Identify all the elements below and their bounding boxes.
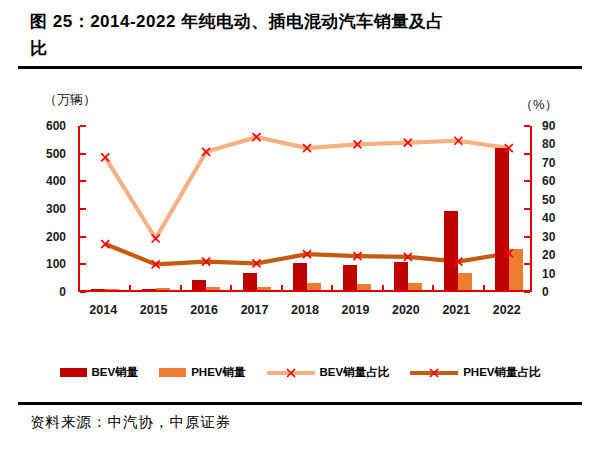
- figure-title-line2: 比: [30, 39, 48, 58]
- legend-swatch-BEV销量: [60, 368, 87, 377]
- x-marker-PHEV销量占比-2015: [152, 260, 160, 268]
- x-marker-PHEV销量占比-2017: [253, 259, 261, 267]
- right-axis-tick-label: 0: [542, 285, 576, 299]
- left-axis-tick-mark: [80, 236, 86, 238]
- left-axis-tick-mark: [80, 125, 86, 127]
- x-axis-tick-mark: [382, 285, 384, 290]
- x-marker-overlay: [80, 126, 534, 292]
- ev-sales-combo-chart: （万辆） （%） BEV销量PHEV销量BEV销量占比PHEV销量占比 6005…: [0, 85, 600, 385]
- left-axis-tick-label: 200: [0, 230, 66, 244]
- x-axis-tick-mark: [129, 285, 131, 290]
- left-axis-tick-mark: [80, 291, 86, 293]
- right-axis-tick-mark: [524, 291, 530, 293]
- x-marker-PHEV销量占比-2018: [303, 250, 311, 258]
- x-marker-PHEV销量占比-2019: [353, 252, 361, 260]
- footer-divider: [18, 402, 582, 405]
- x-axis-label-2014: 2014: [77, 303, 129, 317]
- legend-line-swatch-PHEV销量占比: [410, 367, 458, 379]
- x-marker-BEV销量占比-2021: [454, 137, 462, 145]
- x-axis-label-2017: 2017: [229, 303, 281, 317]
- legend-label: PHEV销量: [191, 365, 245, 380]
- legend-label: PHEV销量占比: [463, 365, 540, 380]
- right-axis-tick-mark: [524, 263, 530, 265]
- source-note: 资料来源：中汽协，中原证券: [30, 413, 232, 432]
- right-axis-tick-label: 20: [542, 248, 576, 262]
- right-axis-tick-mark: [524, 153, 530, 155]
- right-axis-tick-mark: [524, 208, 530, 210]
- x-marker-BEV销量占比-2018: [303, 144, 311, 152]
- left-axis-tick-label: 500: [0, 147, 66, 161]
- legend-item-PHEV销量: PHEV销量: [159, 365, 245, 380]
- right-axis-tick-label: 60: [542, 174, 576, 188]
- right-axis-tick-mark: [524, 236, 530, 238]
- chart-legend: BEV销量 PHEV销量 BEV销量占比 PHEV销量占比: [0, 365, 600, 380]
- x-marker-PHEV销量占比-2021: [454, 258, 462, 266]
- plot-area: [78, 126, 532, 292]
- x-axis-tick-mark: [483, 285, 485, 290]
- right-axis-tick-mark: [524, 180, 530, 182]
- x-axis-label-2018: 2018: [279, 303, 331, 317]
- x-axis-tick-mark: [281, 285, 283, 290]
- right-axis-tick-mark: [524, 125, 530, 127]
- x-axis-tick-mark: [432, 285, 434, 290]
- x-axis-label-2022: 2022: [481, 303, 533, 317]
- legend-label: BEV销量占比: [320, 365, 390, 380]
- x-marker-PHEV销量占比-2014: [101, 240, 109, 248]
- x-marker-BEV销量占比-2020: [404, 139, 412, 147]
- left-axis-tick-mark: [80, 153, 86, 155]
- x-marker-BEV销量占比-2014: [101, 153, 109, 161]
- left-axis-tick-label: 300: [0, 202, 66, 216]
- title-underline: [18, 66, 582, 69]
- right-axis-unit-label: （%）: [520, 96, 558, 114]
- left-axis-tick-label: 0: [0, 285, 66, 299]
- left-axis-tick-mark: [80, 208, 86, 210]
- figure-title: 图 25：2014-2022 年纯电动、插电混动汽车销量及占 比: [30, 8, 575, 62]
- right-axis-tick-label: 70: [542, 156, 576, 170]
- right-axis-tick-label: 30: [542, 230, 576, 244]
- x-axis-label-2020: 2020: [380, 303, 432, 317]
- legend-label: BEV销量: [92, 365, 139, 380]
- legend-item-BEV销量: BEV销量: [60, 365, 139, 380]
- left-axis-tick-label: 600: [0, 119, 66, 133]
- legend-item-PHEV销量占比: PHEV销量占比: [410, 365, 540, 380]
- x-marker-BEV销量占比-2017: [253, 133, 261, 141]
- x-marker-PHEV销量占比-2022: [505, 249, 513, 257]
- x-axis-label-2016: 2016: [178, 303, 230, 317]
- x-marker-PHEV销量占比-2016: [202, 258, 210, 266]
- right-axis-tick-label: 10: [542, 267, 576, 281]
- x-marker-PHEV销量占比-2020: [404, 253, 412, 261]
- right-axis-tick-label: 40: [542, 211, 576, 225]
- left-axis-tick-mark: [80, 263, 86, 265]
- x-axis-tick-mark: [230, 285, 232, 290]
- left-axis-unit-label: （万辆）: [44, 91, 96, 109]
- x-marker-BEV销量占比-2022: [505, 144, 513, 152]
- left-axis-tick-label: 400: [0, 174, 66, 188]
- report-figure-page: 图 25：2014-2022 年纯电动、插电混动汽车销量及占 比 （万辆） （%…: [0, 0, 600, 451]
- x-marker-BEV销量占比-2015: [152, 235, 160, 243]
- legend-swatch-PHEV销量: [159, 368, 186, 377]
- right-axis-tick-label: 90: [542, 119, 576, 133]
- right-axis-tick-label: 50: [542, 193, 576, 207]
- x-axis-tick-mark: [331, 285, 333, 290]
- x-axis-label-2015: 2015: [128, 303, 180, 317]
- left-axis-tick-mark: [80, 180, 86, 182]
- x-axis-label-2021: 2021: [430, 303, 482, 317]
- right-axis-tick-label: 80: [542, 137, 576, 151]
- x-axis-label-2019: 2019: [329, 303, 381, 317]
- legend-line-swatch-BEV销量占比: [267, 367, 315, 379]
- figure-title-line1: 图 25：2014-2022 年纯电动、插电混动汽车销量及占: [30, 12, 444, 31]
- left-axis-tick-label: 100: [0, 257, 66, 271]
- x-marker-BEV销量占比-2019: [353, 140, 361, 148]
- x-marker-BEV销量占比-2016: [202, 148, 210, 156]
- x-axis-tick-mark: [180, 285, 182, 290]
- legend-item-BEV销量占比: BEV销量占比: [267, 365, 390, 380]
